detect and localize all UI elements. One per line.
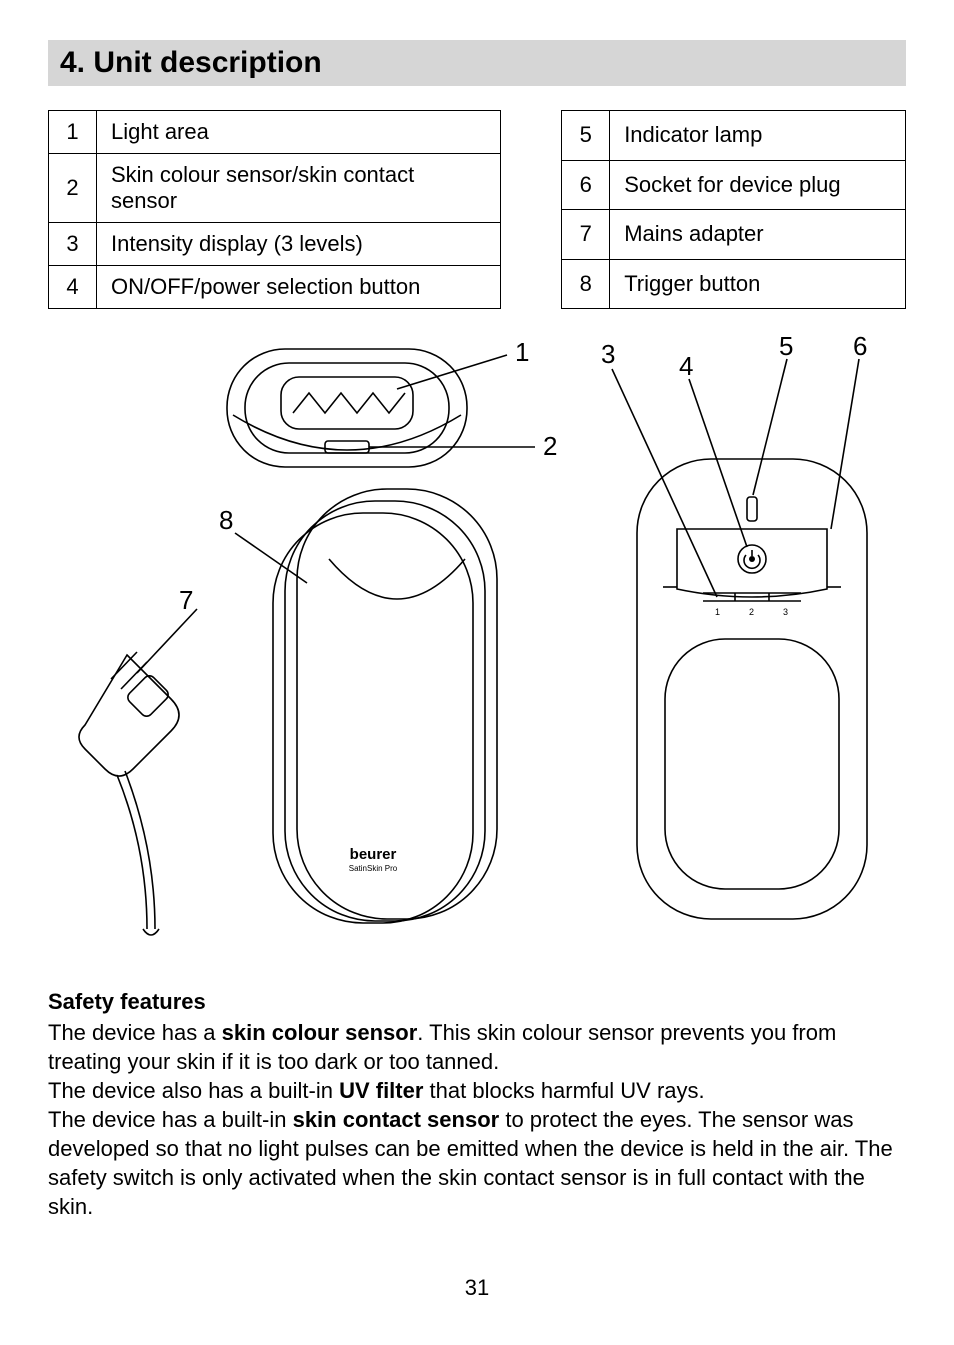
parts-table-right: 5Indicator lamp 6Socket for device plug … xyxy=(561,110,906,309)
part-label: Intensity display (3 levels) xyxy=(97,223,501,266)
parts-tables: 1Light area 2Skin colour sensor/skin con… xyxy=(48,110,906,309)
part-label: Light area xyxy=(97,111,501,154)
part-number: 3 xyxy=(49,223,97,266)
table-row: 1Light area xyxy=(49,111,501,154)
part-number: 6 xyxy=(562,160,610,210)
intensity-label-2: 2 xyxy=(749,607,754,617)
intensity-label-3: 3 xyxy=(783,607,788,617)
safety-heading: Safety features xyxy=(48,987,906,1016)
part-number: 7 xyxy=(562,210,610,260)
part-label: Socket for device plug xyxy=(610,160,906,210)
callout-7: 7 xyxy=(179,585,193,615)
device-diagram: 1 2 8 7 3 4 5 6 1 2 3 beurer SatinSkin P… xyxy=(67,329,887,959)
brand-subtitle: SatinSkin Pro xyxy=(349,864,398,873)
part-number: 2 xyxy=(49,154,97,223)
part-number: 8 xyxy=(562,259,610,309)
part-label: Mains adapter xyxy=(610,210,906,260)
table-row: 8Trigger button xyxy=(562,259,906,309)
part-label: Skin colour sensor/skin contact sensor xyxy=(97,154,501,223)
safety-section: Safety features The device has a skin co… xyxy=(48,987,906,1221)
intensity-label-1: 1 xyxy=(715,607,720,617)
part-number: 1 xyxy=(49,111,97,154)
table-row: 4ON/OFF/power selection button xyxy=(49,266,501,309)
safety-paragraph: The device also has a built-in UV filter… xyxy=(48,1076,906,1105)
table-row: 3Intensity display (3 levels) xyxy=(49,223,501,266)
table-row: 2Skin colour sensor/skin contact sensor xyxy=(49,154,501,223)
callout-3: 3 xyxy=(601,339,615,369)
callout-8: 8 xyxy=(219,505,233,535)
part-label: Trigger button xyxy=(610,259,906,309)
safety-paragraph: The device has a skin colour sensor. Thi… xyxy=(48,1018,906,1076)
part-number: 5 xyxy=(562,111,610,161)
parts-table-left: 1Light area 2Skin colour sensor/skin con… xyxy=(48,110,501,309)
part-label: Indicator lamp xyxy=(610,111,906,161)
safety-paragraph: The device has a built-in skin contact s… xyxy=(48,1105,906,1221)
table-row: 6Socket for device plug xyxy=(562,160,906,210)
part-label: ON/OFF/power selection button xyxy=(97,266,501,309)
table-row: 7Mains adapter xyxy=(562,210,906,260)
callout-1: 1 xyxy=(515,337,529,367)
section-heading: 4. Unit description xyxy=(48,40,906,86)
callout-5: 5 xyxy=(779,331,793,361)
page-number: 31 xyxy=(0,1275,954,1301)
callout-2: 2 xyxy=(543,431,557,461)
brand-logo: beurer xyxy=(350,846,397,863)
part-number: 4 xyxy=(49,266,97,309)
table-row: 5Indicator lamp xyxy=(562,111,906,161)
callout-4: 4 xyxy=(679,351,693,381)
callout-6: 6 xyxy=(853,331,867,361)
